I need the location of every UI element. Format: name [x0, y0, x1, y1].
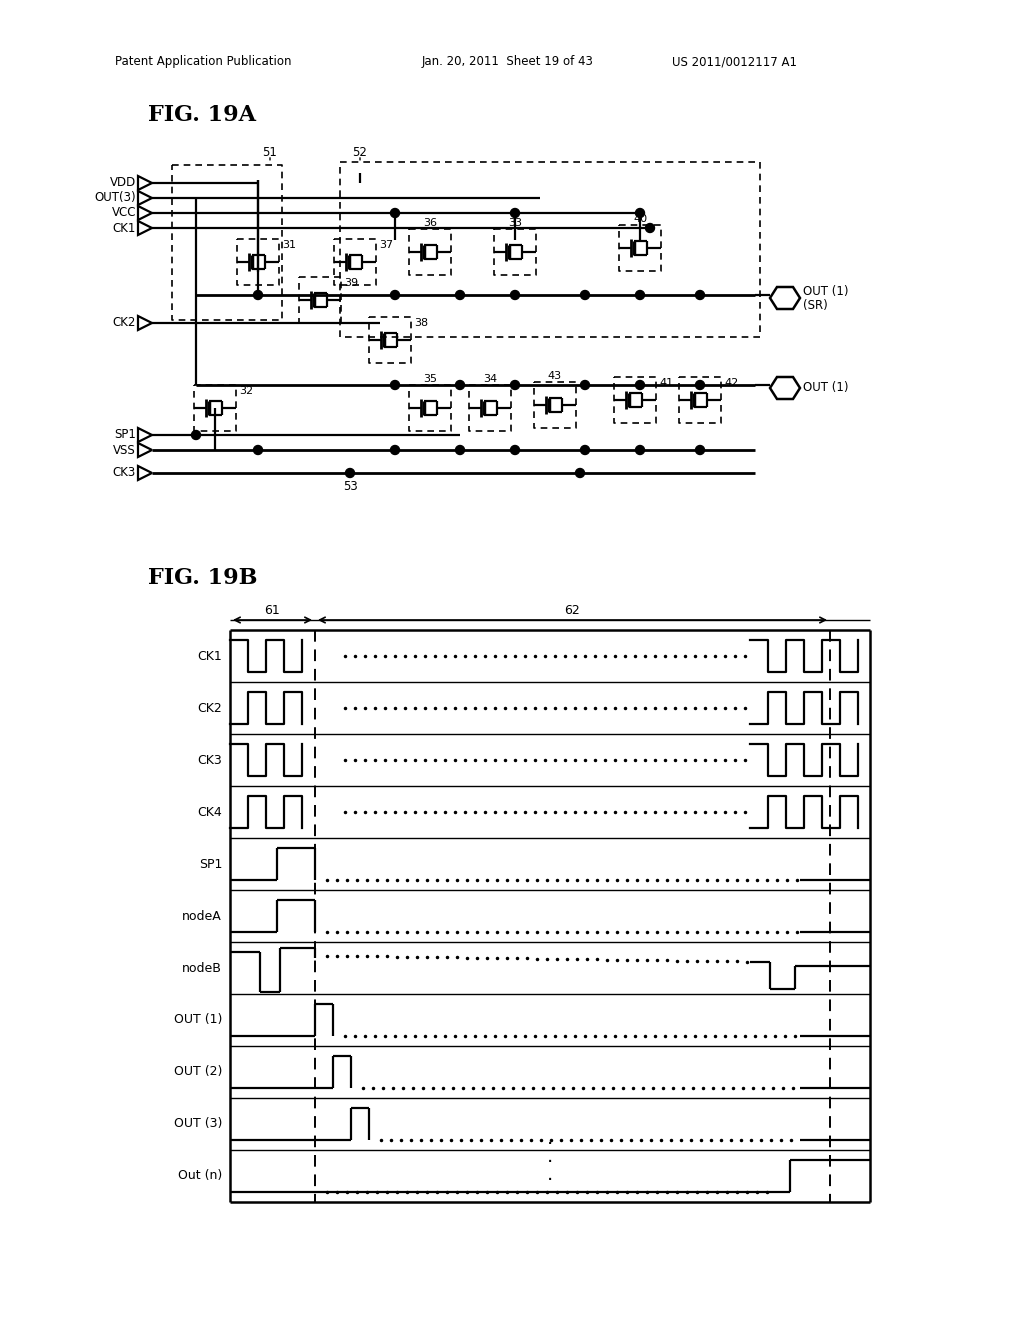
Circle shape	[456, 446, 465, 454]
Text: 39: 39	[344, 279, 358, 288]
Circle shape	[254, 446, 262, 454]
Text: 40: 40	[633, 214, 647, 224]
Text: OUT (3): OUT (3)	[174, 1118, 222, 1130]
Text: VSS: VSS	[114, 444, 136, 457]
Circle shape	[191, 430, 201, 440]
Text: OUT (2): OUT (2)	[174, 1065, 222, 1078]
Circle shape	[511, 380, 519, 389]
Text: 35: 35	[423, 374, 437, 384]
Text: 53: 53	[343, 480, 357, 494]
Text: 43: 43	[548, 371, 562, 381]
Text: FIG. 19A: FIG. 19A	[148, 104, 256, 125]
Text: .: .	[547, 1130, 553, 1148]
Text: 61: 61	[264, 605, 280, 618]
Circle shape	[645, 223, 654, 232]
Text: 33: 33	[508, 218, 522, 228]
Text: .: .	[547, 1166, 553, 1184]
Circle shape	[581, 380, 590, 389]
Circle shape	[636, 446, 644, 454]
Circle shape	[511, 290, 519, 300]
Text: 31: 31	[282, 240, 296, 249]
Text: CK1: CK1	[113, 222, 136, 235]
Text: SP1: SP1	[199, 858, 222, 870]
Text: OUT (1): OUT (1)	[803, 285, 849, 298]
Text: CK3: CK3	[198, 754, 222, 767]
Text: 37: 37	[379, 240, 393, 249]
Text: (SR): (SR)	[803, 300, 827, 313]
Circle shape	[581, 290, 590, 300]
Text: OUT (1): OUT (1)	[174, 1014, 222, 1027]
Text: CK1: CK1	[198, 649, 222, 663]
Circle shape	[390, 290, 399, 300]
Text: CK3: CK3	[113, 466, 136, 479]
Text: Patent Application Publication: Patent Application Publication	[115, 55, 292, 69]
Circle shape	[456, 290, 465, 300]
Circle shape	[456, 380, 465, 389]
Text: .: .	[547, 1147, 553, 1167]
Circle shape	[695, 380, 705, 389]
Text: 42: 42	[724, 378, 738, 388]
Circle shape	[511, 446, 519, 454]
Circle shape	[636, 209, 644, 218]
Text: US 2011/0012117 A1: US 2011/0012117 A1	[672, 55, 797, 69]
Circle shape	[390, 446, 399, 454]
Circle shape	[636, 380, 644, 389]
Text: CK2: CK2	[198, 701, 222, 714]
Text: 52: 52	[352, 145, 368, 158]
Circle shape	[511, 209, 519, 218]
Text: OUT(3): OUT(3)	[94, 191, 136, 205]
Text: nodeA: nodeA	[182, 909, 222, 923]
Text: SP1: SP1	[114, 429, 136, 441]
Circle shape	[390, 209, 399, 218]
Text: 38: 38	[414, 318, 428, 327]
Text: Out (n): Out (n)	[178, 1170, 222, 1183]
Text: VCC: VCC	[112, 206, 136, 219]
Text: VDD: VDD	[110, 177, 136, 190]
Text: FIG. 19B: FIG. 19B	[148, 568, 257, 589]
Circle shape	[254, 290, 262, 300]
Text: CK2: CK2	[113, 317, 136, 330]
Text: 62: 62	[564, 605, 580, 618]
Circle shape	[575, 469, 585, 478]
Text: 51: 51	[262, 145, 278, 158]
Text: nodeB: nodeB	[182, 961, 222, 974]
Circle shape	[695, 446, 705, 454]
Circle shape	[581, 446, 590, 454]
Text: Jan. 20, 2011  Sheet 19 of 43: Jan. 20, 2011 Sheet 19 of 43	[422, 55, 594, 69]
Text: CK4: CK4	[198, 805, 222, 818]
Circle shape	[636, 290, 644, 300]
Text: 36: 36	[423, 218, 437, 228]
Circle shape	[390, 380, 399, 389]
Text: 32: 32	[239, 385, 253, 396]
Text: 41: 41	[659, 378, 673, 388]
Circle shape	[695, 290, 705, 300]
Text: 34: 34	[483, 374, 497, 384]
Circle shape	[345, 469, 354, 478]
Text: OUT (1): OUT (1)	[803, 381, 849, 395]
